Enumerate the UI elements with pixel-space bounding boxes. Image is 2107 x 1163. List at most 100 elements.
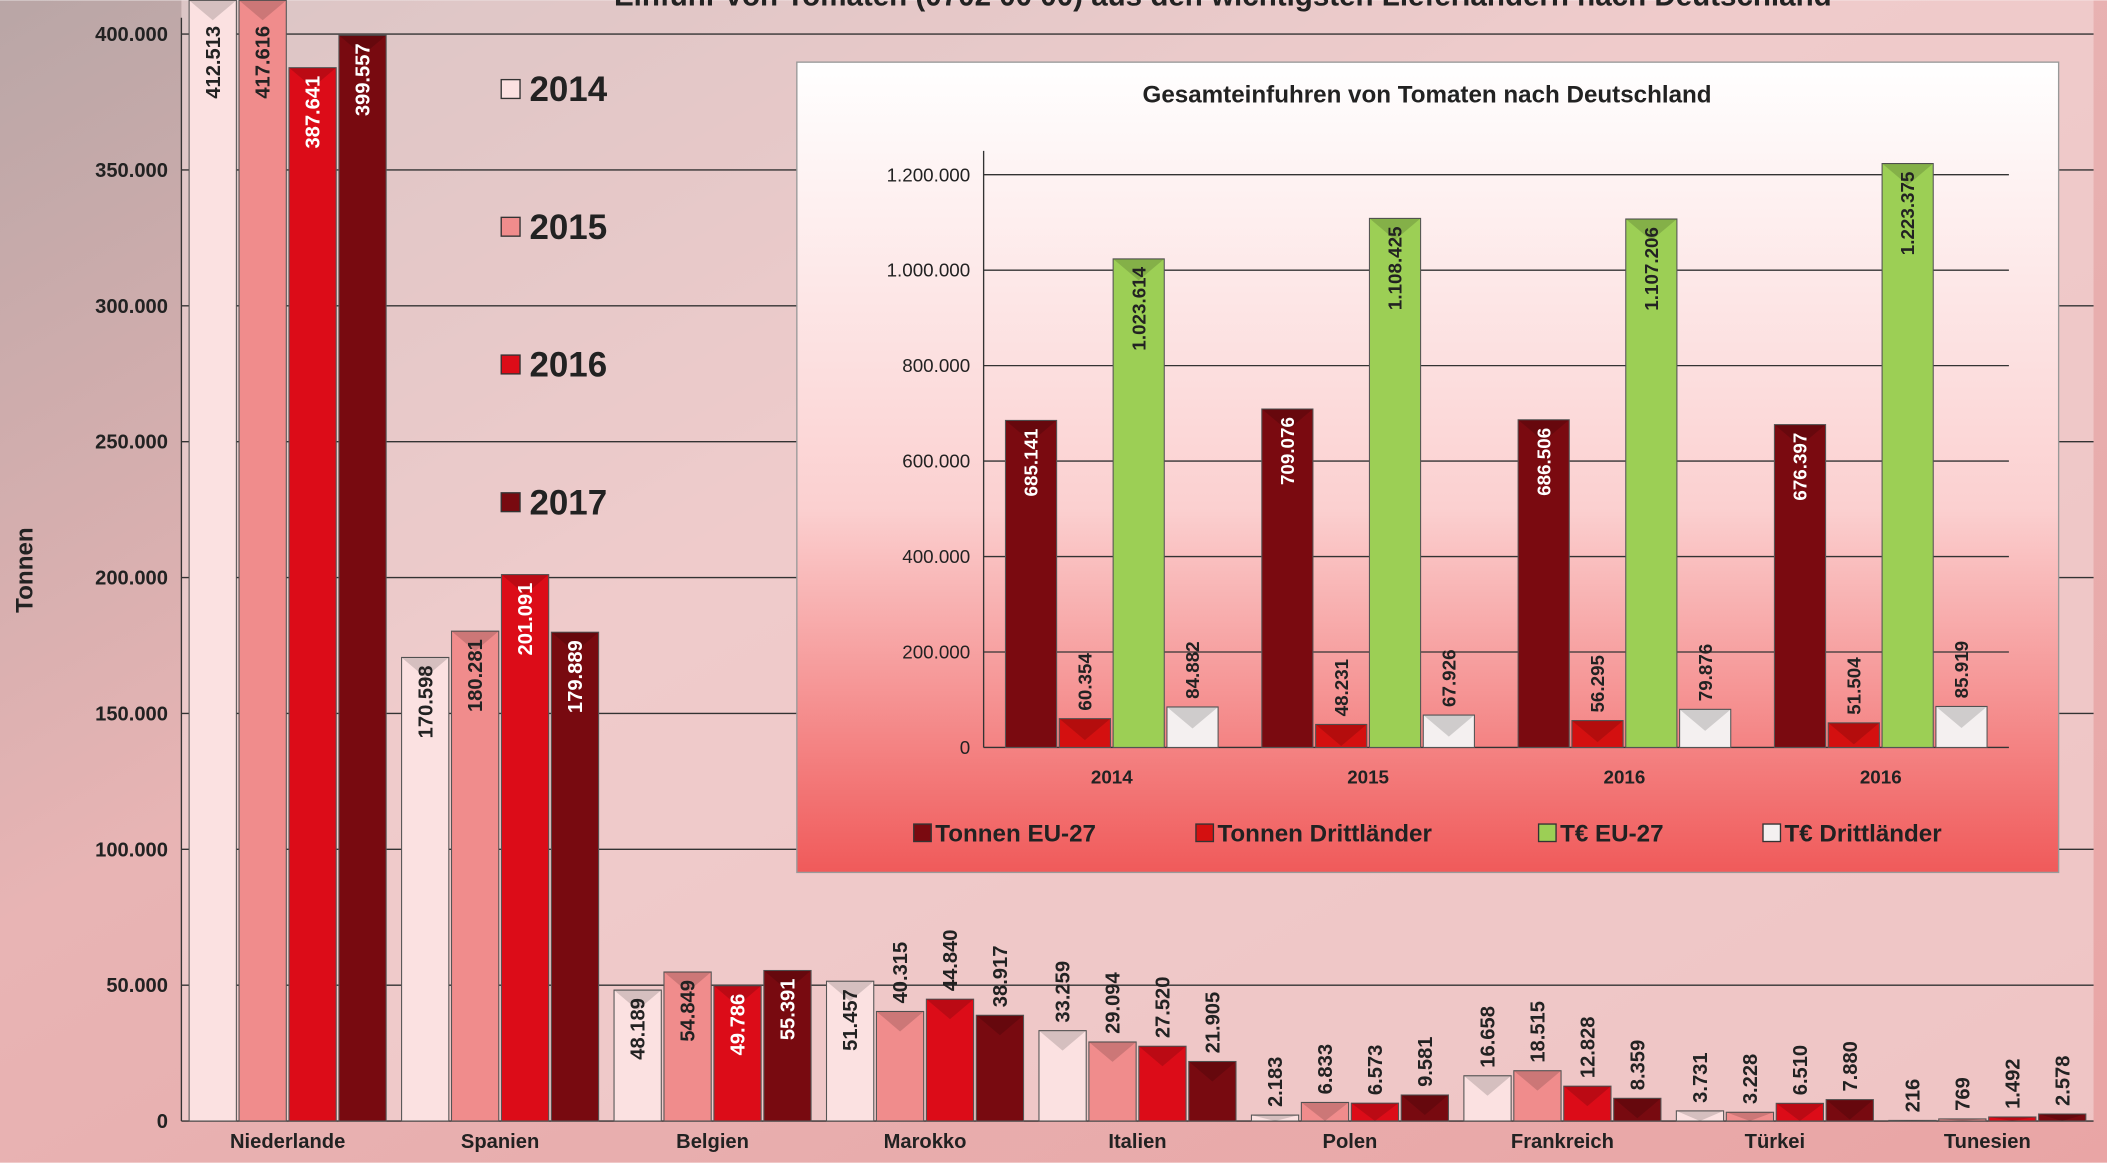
bar bbox=[1679, 708, 1732, 748]
legend-label: T€ Drittländer bbox=[1785, 821, 1943, 848]
bar-bevel bbox=[876, 1011, 924, 1032]
bar-bevel bbox=[763, 970, 812, 991]
legend-swatch bbox=[500, 78, 521, 100]
bar bbox=[1300, 1101, 1350, 1122]
bar bbox=[500, 574, 550, 1122]
bar bbox=[238, 0, 287, 1122]
value-label: 399.557 bbox=[353, 43, 375, 116]
bar bbox=[401, 656, 450, 1122]
bar-bevel bbox=[288, 67, 337, 88]
bar-bevel bbox=[1828, 722, 1880, 745]
value-label: 54.849 bbox=[678, 980, 700, 1042]
bar bbox=[1988, 1116, 2037, 1122]
bar bbox=[1935, 705, 1988, 748]
bar bbox=[1888, 1119, 1937, 1122]
bar bbox=[1166, 706, 1219, 748]
value-label: 1.492 bbox=[2002, 1058, 2024, 1108]
y-tick-label: 50.000 bbox=[106, 975, 168, 997]
bar bbox=[1675, 1110, 1725, 1122]
bar bbox=[1038, 1030, 1087, 1122]
bar bbox=[1400, 1094, 1449, 1122]
bar-bevel bbox=[1005, 420, 1057, 442]
value-label: 38.917 bbox=[990, 946, 1012, 1008]
x-tick-label: 2016 bbox=[1604, 767, 1646, 788]
bar bbox=[1250, 1114, 1300, 1122]
value-label: 16.658 bbox=[1478, 1006, 1500, 1068]
value-label: 2.183 bbox=[1265, 1057, 1287, 1107]
value-label: 44.840 bbox=[940, 930, 962, 992]
bar bbox=[613, 989, 662, 1122]
y-tick-label: 350.000 bbox=[95, 160, 168, 182]
value-label: 3.731 bbox=[1690, 1052, 1712, 1102]
bar bbox=[1112, 258, 1165, 748]
bar bbox=[1188, 1060, 1237, 1122]
bar-bevel bbox=[189, 0, 237, 21]
bar-bevel bbox=[1625, 218, 1677, 241]
bar bbox=[550, 631, 600, 1122]
bar-bevel bbox=[1188, 1061, 1236, 1082]
legend-label: 2014 bbox=[529, 70, 607, 109]
bar-bevel bbox=[401, 657, 449, 678]
value-label: 56.295 bbox=[1587, 655, 1608, 713]
bar-bevel bbox=[1726, 1112, 1774, 1122]
bar bbox=[1058, 718, 1111, 748]
bar-bevel bbox=[239, 0, 287, 21]
bar-bevel bbox=[614, 990, 662, 1011]
bar-bevel bbox=[1679, 709, 1731, 731]
legend-label: 2017 bbox=[529, 483, 607, 522]
value-label: 48.231 bbox=[1331, 659, 1352, 717]
bar bbox=[1825, 1099, 1874, 1122]
y-tick-label: 100.000 bbox=[95, 839, 168, 861]
bar-bevel bbox=[451, 631, 499, 652]
bar-bevel bbox=[976, 1015, 1024, 1036]
bar bbox=[1625, 218, 1678, 748]
bar-bevel bbox=[1882, 163, 1934, 186]
y-tick-label: 1.200.000 bbox=[887, 164, 971, 185]
legend-label: T€ EU-27 bbox=[1560, 821, 1663, 848]
value-label: 6.573 bbox=[1365, 1045, 1387, 1095]
bar-bevel bbox=[1369, 218, 1421, 240]
legend-swatch bbox=[500, 216, 521, 237]
bar-bevel bbox=[1261, 409, 1313, 431]
bar bbox=[663, 971, 712, 1122]
value-label: 21.905 bbox=[1202, 992, 1224, 1054]
legend-label: 2015 bbox=[529, 208, 607, 247]
chart-title: Einfuhr von Tomaten (0702 00 00) aus den… bbox=[614, 0, 1832, 13]
x-tick-label: Marokko bbox=[884, 1131, 967, 1153]
value-label: 27.520 bbox=[1153, 977, 1175, 1039]
x-tick-label: Polen bbox=[1323, 1131, 1378, 1153]
bar bbox=[1775, 1102, 1824, 1122]
bar-bevel bbox=[663, 971, 712, 992]
value-label: 709.076 bbox=[1277, 417, 1298, 485]
bar bbox=[1315, 723, 1368, 748]
value-label: 40.315 bbox=[890, 942, 912, 1004]
bar bbox=[2038, 1113, 2087, 1122]
bar-bevel bbox=[1166, 706, 1219, 729]
legend-swatch bbox=[1195, 823, 1215, 843]
bar bbox=[1571, 720, 1624, 748]
bar-bevel bbox=[1938, 1118, 1986, 1122]
value-label: 49.786 bbox=[728, 994, 750, 1056]
value-label: 7.880 bbox=[1840, 1041, 1862, 1091]
value-label: 84.882 bbox=[1182, 641, 1203, 699]
bar-bevel bbox=[1776, 1103, 1824, 1122]
bar-bevel bbox=[1351, 1103, 1399, 1122]
y-axis-label: Tonnen bbox=[11, 527, 38, 612]
bar-bevel bbox=[501, 574, 549, 595]
bar bbox=[1773, 424, 1827, 748]
value-label: 55.391 bbox=[778, 979, 800, 1041]
value-label: 170.598 bbox=[415, 666, 437, 739]
bar-bevel bbox=[1518, 419, 1570, 442]
y-tick-label: 1.000.000 bbox=[887, 260, 971, 281]
value-label: 8.359 bbox=[1627, 1040, 1649, 1090]
bar bbox=[1827, 722, 1880, 748]
value-label: 9.581 bbox=[1415, 1037, 1437, 1087]
y-tick-label: 0 bbox=[960, 737, 970, 758]
value-label: 685.141 bbox=[1021, 428, 1042, 496]
bar bbox=[1261, 408, 1314, 748]
bar-bevel bbox=[1038, 1030, 1087, 1051]
bar bbox=[1563, 1085, 1612, 1122]
value-label: 48.189 bbox=[628, 998, 650, 1060]
